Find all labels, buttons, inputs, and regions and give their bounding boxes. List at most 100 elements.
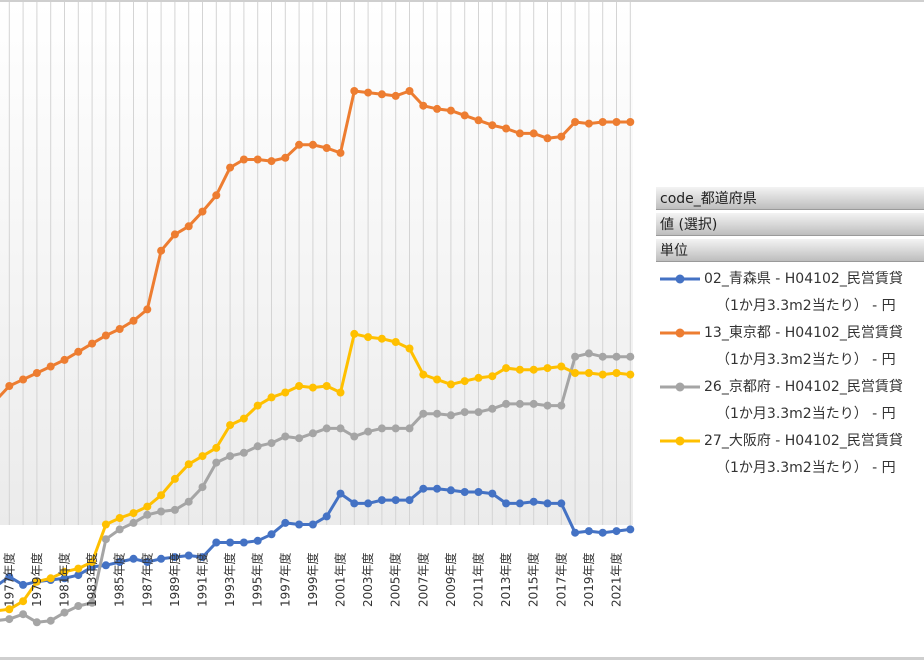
data-point[interactable] bbox=[474, 373, 483, 382]
data-point[interactable] bbox=[115, 558, 124, 566]
data-point[interactable] bbox=[143, 558, 152, 566]
data-point[interactable] bbox=[19, 375, 28, 384]
data-point[interactable] bbox=[281, 518, 290, 527]
data-point[interactable] bbox=[364, 499, 373, 508]
data-point[interactable] bbox=[19, 610, 28, 619]
data-point[interactable] bbox=[515, 499, 524, 508]
data-point[interactable] bbox=[433, 375, 442, 384]
series-2[interactable] bbox=[0, 349, 635, 627]
data-point[interactable] bbox=[32, 369, 41, 377]
data-point[interactable] bbox=[212, 191, 221, 200]
data-point[interactable] bbox=[391, 496, 400, 505]
data-point[interactable] bbox=[184, 497, 193, 506]
data-point[interactable] bbox=[391, 338, 400, 346]
data-point[interactable] bbox=[212, 458, 221, 467]
data-point[interactable] bbox=[612, 527, 621, 536]
data-point[interactable] bbox=[74, 571, 83, 580]
data-point[interactable] bbox=[267, 439, 276, 448]
data-point[interactable] bbox=[502, 364, 511, 373]
data-point[interactable] bbox=[515, 129, 524, 138]
data-point[interactable] bbox=[322, 424, 331, 433]
data-point[interactable] bbox=[433, 104, 442, 113]
data-point[interactable] bbox=[60, 355, 69, 364]
series-1[interactable] bbox=[0, 87, 635, 405]
data-point[interactable] bbox=[488, 489, 497, 498]
data-point[interactable] bbox=[32, 618, 41, 627]
data-point[interactable] bbox=[571, 528, 580, 537]
data-point[interactable] bbox=[5, 615, 14, 624]
legend-item-tokyo[interactable]: 13_東京都 - H04102_民営賃貸 （1か月3.3m2当たり） - 円 bbox=[656, 324, 924, 378]
data-point[interactable] bbox=[460, 488, 469, 496]
data-point[interactable] bbox=[502, 399, 511, 408]
data-point[interactable] bbox=[226, 163, 235, 172]
data-point[interactable] bbox=[626, 525, 635, 534]
data-point[interactable] bbox=[419, 370, 428, 379]
data-point[interactable] bbox=[350, 329, 359, 338]
data-point[interactable] bbox=[60, 608, 69, 617]
data-point[interactable] bbox=[88, 339, 97, 348]
data-point[interactable] bbox=[143, 502, 152, 511]
data-point[interactable] bbox=[529, 129, 538, 138]
data-point[interactable] bbox=[598, 118, 607, 126]
data-point[interactable] bbox=[322, 382, 331, 390]
data-point[interactable] bbox=[60, 574, 69, 583]
data-point[interactable] bbox=[239, 448, 248, 457]
data-point[interactable] bbox=[322, 512, 331, 521]
data-point[interactable] bbox=[101, 331, 110, 340]
data-point[interactable] bbox=[377, 424, 386, 433]
data-point[interactable] bbox=[129, 554, 138, 563]
data-point[interactable] bbox=[529, 399, 538, 408]
data-point[interactable] bbox=[46, 616, 55, 625]
data-point[interactable] bbox=[626, 118, 635, 126]
data-point[interactable] bbox=[571, 118, 580, 126]
data-point[interactable] bbox=[446, 106, 455, 115]
data-point[interactable] bbox=[460, 111, 469, 120]
data-point[interactable] bbox=[253, 401, 262, 410]
legend-item-osaka[interactable]: 27_大阪府 - H04102_民営賃貸 （1か月3.3m2当たり） - 円 bbox=[656, 432, 924, 486]
data-point[interactable] bbox=[336, 489, 345, 498]
data-point[interactable] bbox=[557, 401, 566, 410]
data-point[interactable] bbox=[115, 514, 124, 522]
data-point[interactable] bbox=[543, 499, 552, 508]
data-point[interactable] bbox=[129, 509, 138, 518]
data-point[interactable] bbox=[60, 567, 69, 576]
data-point[interactable] bbox=[488, 121, 497, 130]
data-point[interactable] bbox=[584, 119, 593, 128]
data-point[interactable] bbox=[115, 325, 124, 333]
data-point[interactable] bbox=[377, 496, 386, 505]
data-point[interactable] bbox=[571, 352, 580, 361]
data-point[interactable] bbox=[543, 401, 552, 410]
data-point[interactable] bbox=[377, 90, 386, 99]
data-point[interactable] bbox=[281, 432, 290, 441]
data-point[interactable] bbox=[364, 333, 373, 342]
data-point[interactable] bbox=[446, 380, 455, 389]
data-point[interactable] bbox=[239, 155, 248, 164]
data-point[interactable] bbox=[74, 564, 83, 573]
data-point[interactable] bbox=[446, 411, 455, 420]
data-point[interactable] bbox=[598, 370, 607, 379]
data-point[interactable] bbox=[391, 424, 400, 433]
data-point[interactable] bbox=[557, 132, 566, 141]
data-point[interactable] bbox=[460, 377, 469, 386]
data-point[interactable] bbox=[543, 134, 552, 143]
data-point[interactable] bbox=[474, 408, 483, 417]
legend-field-unit[interactable]: 単位 bbox=[656, 238, 924, 262]
data-point[interactable] bbox=[170, 230, 179, 239]
data-point[interactable] bbox=[612, 118, 621, 126]
data-point[interactable] bbox=[322, 144, 331, 152]
data-point[interactable] bbox=[474, 116, 483, 125]
data-point[interactable] bbox=[364, 427, 373, 436]
data-point[interactable] bbox=[143, 305, 152, 314]
data-point[interactable] bbox=[543, 364, 552, 373]
data-point[interactable] bbox=[295, 382, 304, 390]
data-point[interactable] bbox=[612, 369, 621, 377]
data-point[interactable] bbox=[157, 507, 166, 516]
data-point[interactable] bbox=[295, 140, 304, 149]
data-point[interactable] bbox=[74, 347, 83, 356]
data-point[interactable] bbox=[350, 87, 359, 95]
series-3[interactable] bbox=[0, 329, 635, 615]
data-point[interactable] bbox=[88, 558, 97, 566]
data-point[interactable] bbox=[515, 399, 524, 408]
data-point[interactable] bbox=[46, 574, 55, 583]
data-point[interactable] bbox=[88, 598, 97, 607]
